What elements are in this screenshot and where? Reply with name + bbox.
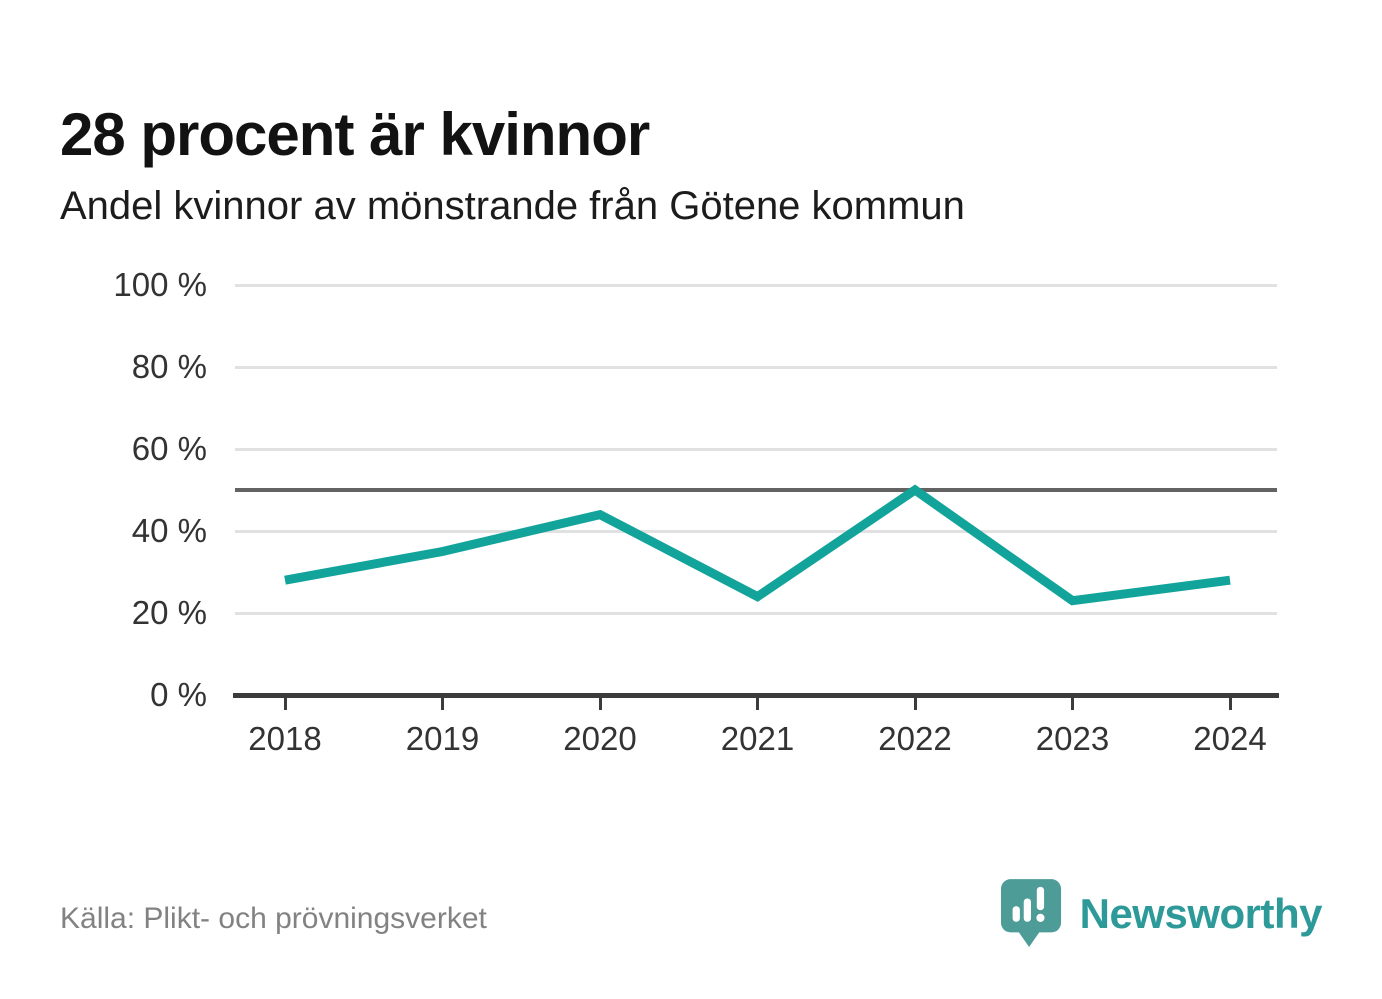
y-gridline-100 (235, 283, 1277, 287)
chart-subtitle: Andel kvinnor av mönstrande från Götene … (60, 184, 965, 228)
x-tick-2022 (913, 697, 917, 710)
newsworthy-bubble-chart-icon (1000, 879, 1061, 947)
x-axis-label-2018: 2018 (248, 720, 322, 757)
x-axis-label-2023: 2023 (1035, 720, 1110, 757)
x-axis-label-2020: 2020 (563, 720, 637, 757)
x-axis-label-2022: 2022 (878, 720, 952, 757)
y-gridline-20 (235, 611, 1277, 615)
bar-small (1012, 906, 1020, 922)
bar-tall (1023, 898, 1031, 922)
source-text: Källa: Plikt- och prövningsverket (60, 902, 487, 935)
y-axis-label-40: 40 % (131, 512, 207, 549)
y-axis-label-60: 60 % (131, 430, 207, 467)
x-tick-2018 (283, 697, 287, 710)
y-axis-label-80: 80 % (131, 348, 207, 385)
exclamation-dot (1035, 913, 1045, 922)
x-axis-label-2019: 2019 (405, 720, 480, 757)
x-tick-2023 (1071, 697, 1074, 710)
y-axis-label-0: 0 % (150, 676, 207, 713)
data-line-svg (284, 484, 1231, 606)
x-tick-2019 (441, 697, 444, 710)
y-axis-label-20: 20 % (131, 594, 207, 631)
x-axis-label-2021: 2021 (720, 720, 795, 757)
y-gridline-40 (235, 529, 1277, 533)
reference-line-50pct (235, 488, 1277, 492)
x-tick-2021 (756, 697, 759, 710)
x-axis-line (233, 692, 1279, 698)
y-gridline-80 (235, 365, 1277, 369)
series-andel-kvinnor-line (284, 484, 1231, 606)
y-axis-label-100: 100 % (113, 266, 207, 303)
x-tick-2024 (1228, 697, 1232, 710)
y-gridline-60 (235, 447, 1277, 451)
page-title: 28 procent är kvinnor (60, 101, 650, 169)
brand-wordmark: Newsworthy (1079, 890, 1323, 937)
x-tick-2020 (598, 697, 602, 710)
newsworthy-logo: Newsworthy (1000, 878, 1323, 950)
exclamation-bar (1036, 886, 1044, 911)
x-axis-label-2024: 2024 (1193, 720, 1267, 757)
